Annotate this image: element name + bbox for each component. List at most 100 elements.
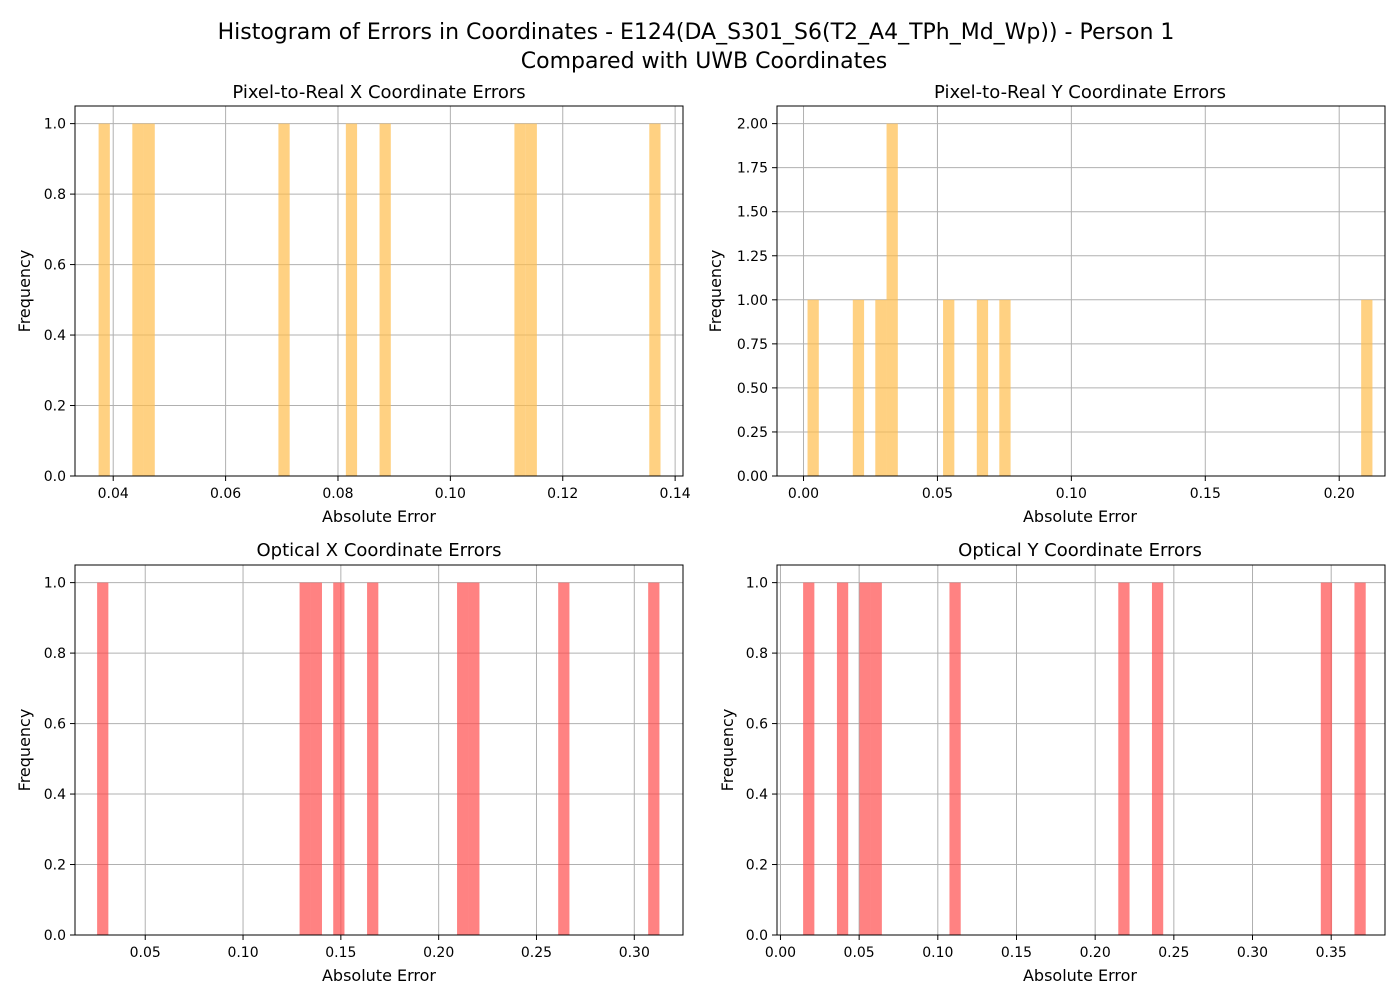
x-tick-label: 0.04: [98, 486, 129, 502]
y-axis-label: Frequency: [718, 709, 737, 792]
x-tick-label: 0.20: [1324, 486, 1355, 502]
x-tick-label: 0.08: [322, 486, 353, 502]
histogram-bar: [525, 123, 537, 477]
histogram-bar: [807, 299, 819, 476]
y-tick-label: 0.8: [44, 646, 66, 662]
x-tick-label: 0.20: [1080, 945, 1111, 961]
x-tick-label: 0.20: [423, 945, 454, 961]
x-tick-label: 0.05: [844, 945, 875, 961]
histogram-bar: [649, 123, 661, 477]
y-tick-label: 0.2: [44, 858, 66, 874]
x-axis-label: Absolute Error: [1023, 966, 1137, 985]
histogram-bar: [379, 123, 391, 477]
x-tick-label: 0.10: [1056, 486, 1087, 502]
y-tick-label: 1.0: [44, 576, 66, 592]
x-tick-label: 0.35: [1316, 945, 1347, 961]
y-tick-label: 0.2: [746, 858, 768, 874]
y-tick-label: 0.6: [44, 258, 66, 274]
histogram-bar: [143, 123, 155, 477]
x-axis-label: Absolute Error: [322, 507, 436, 526]
panel-title: Pixel-to-Real Y Coordinate Errors: [934, 82, 1226, 103]
histogram-bar: [98, 123, 110, 477]
y-axis-label: Frequency: [706, 250, 725, 333]
histogram-bar: [1320, 582, 1333, 935]
histogram-bar: [1354, 582, 1366, 935]
y-tick-label: 1.0: [746, 576, 768, 592]
x-tick-label: 0.05: [130, 945, 161, 961]
y-tick-label: 0.8: [746, 646, 768, 662]
panel-title: Optical X Coordinate Errors: [256, 540, 501, 561]
histogram-bar: [345, 123, 358, 477]
x-tick-label: 0.06: [210, 486, 241, 502]
x-tick-label: 0.00: [765, 945, 796, 961]
panel-optical-x: Optical X Coordinate Errors Absolute Err…: [15, 540, 684, 985]
histogram-bar: [976, 299, 989, 476]
y-tick-label: 0.6: [746, 717, 768, 733]
histogram-bar: [999, 299, 1011, 476]
x-tick-label: 0.15: [1001, 945, 1032, 961]
histogram-bar: [836, 582, 849, 935]
panel-pixel-to-real-x: Pixel-to-Real X Coordinate Errors Absolu…: [15, 82, 691, 526]
figure-title-line-2: Compared with UWB Coordinates: [521, 49, 887, 74]
x-tick-label: 0.10: [922, 945, 953, 961]
y-axis-label: Frequency: [15, 250, 34, 333]
histogram-bar: [278, 123, 290, 477]
histogram-bar: [457, 582, 469, 935]
y-tick-label: 0.0: [44, 928, 66, 944]
histogram-bar: [1151, 582, 1164, 935]
histogram-bar: [803, 582, 815, 935]
y-tick-label: 1.00: [737, 293, 768, 309]
histogram-bar: [558, 582, 570, 935]
y-tick-label: 0.6: [44, 717, 66, 733]
x-tick-label: 0.10: [227, 945, 258, 961]
y-tick-label: 0.8: [44, 187, 66, 203]
histogram-bar: [949, 582, 961, 935]
y-tick-label: 0.50: [737, 381, 768, 397]
x-tick-label: 0.12: [547, 486, 578, 502]
x-tick-label: 0.30: [619, 945, 650, 961]
x-tick-label: 0.05: [922, 486, 953, 502]
y-tick-label: 1.75: [737, 161, 768, 177]
histogram-bar: [870, 582, 882, 935]
histogram-bar: [132, 123, 144, 477]
y-tick-label: 0.0: [44, 469, 66, 485]
histogram-bar: [1361, 299, 1373, 476]
y-tick-label: 0.0: [746, 928, 768, 944]
panel-title: Pixel-to-Real X Coordinate Errors: [232, 82, 525, 103]
y-tick-label: 0.4: [44, 328, 66, 344]
y-tick-label: 0.75: [737, 337, 768, 353]
x-tick-label: 0.10: [435, 486, 466, 502]
histogram-bar: [886, 123, 898, 477]
y-axis-label: Frequency: [15, 709, 34, 792]
histogram-bar: [514, 123, 526, 477]
y-tick-label: 1.0: [44, 117, 66, 133]
y-tick-label: 0.4: [44, 787, 66, 803]
histogram-bar: [97, 582, 109, 935]
axes-frame: [776, 564, 1386, 936]
histogram-bar: [367, 582, 379, 935]
x-tick-label: 0.14: [660, 486, 691, 502]
y-tick-label: 0.2: [44, 399, 66, 415]
x-tick-label: 0.30: [1237, 945, 1268, 961]
x-axis-label: Absolute Error: [1023, 507, 1137, 526]
histogram-bar: [1118, 582, 1130, 935]
y-tick-label: 2.00: [737, 117, 768, 133]
axes-frame: [776, 105, 1386, 477]
x-axis-label: Absolute Error: [322, 966, 436, 985]
y-tick-label: 0.00: [737, 469, 768, 485]
x-tick-label: 0.00: [788, 486, 819, 502]
histogram-bar: [310, 582, 322, 935]
histogram-bar: [648, 582, 660, 935]
y-tick-label: 1.25: [737, 249, 768, 265]
panel-pixel-to-real-y: Pixel-to-Real Y Coordinate Errors Absolu…: [706, 82, 1386, 526]
y-tick-label: 0.25: [737, 425, 768, 441]
histogram-bar: [943, 299, 955, 476]
x-tick-label: 0.25: [521, 945, 552, 961]
histogram-bar: [859, 582, 871, 935]
histogram-bar: [852, 299, 865, 476]
y-tick-label: 0.4: [746, 787, 768, 803]
panel-title: Optical Y Coordinate Errors: [958, 540, 1202, 561]
y-tick-label: 1.50: [737, 205, 768, 221]
x-tick-label: 0.15: [1190, 486, 1221, 502]
